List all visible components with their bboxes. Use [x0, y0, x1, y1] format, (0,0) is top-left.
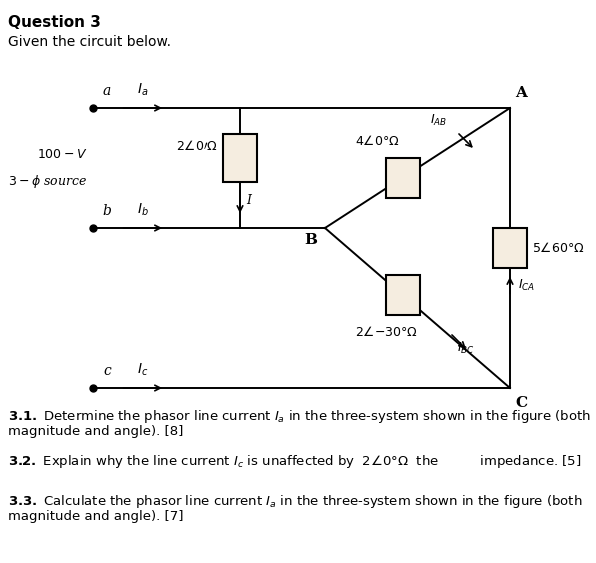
Text: $\mathbf{3.2.}$ Explain why the line current $I_c$ is unaffected by  $2\angle0°\: $\mathbf{3.2.}$ Explain why the line cur…	[8, 453, 582, 470]
Text: A: A	[515, 86, 527, 100]
Text: $I_{AB}$: $I_{AB}$	[430, 113, 447, 128]
Text: $\mathbf{3. 3.}$ Calculate the phasor line current $I_a$ in the three-system sho: $\mathbf{3. 3.}$ Calculate the phasor li…	[8, 493, 582, 510]
Text: Question 3: Question 3	[8, 15, 101, 30]
Text: $I_a$: $I_a$	[137, 82, 149, 98]
Text: I: I	[246, 194, 251, 207]
Text: $3-\phi$ source: $3-\phi$ source	[8, 173, 87, 190]
Text: magnitude and angle). [8]: magnitude and angle). [8]	[8, 425, 184, 438]
Text: C: C	[515, 396, 527, 410]
Text: $5\angle60°\Omega$: $5\angle60°\Omega$	[532, 241, 585, 255]
Text: B: B	[304, 233, 317, 247]
Text: a: a	[103, 84, 111, 98]
Text: $I_{CA}$: $I_{CA}$	[518, 278, 535, 293]
Text: c: c	[103, 364, 111, 378]
FancyBboxPatch shape	[386, 275, 420, 315]
Text: $\mathbf{3.1.}$ Determine the phasor line current $I_a$ in the three-system show: $\mathbf{3.1.}$ Determine the phasor lin…	[8, 408, 591, 425]
Text: $I_c$: $I_c$	[137, 361, 148, 378]
Text: $4\angle0°\Omega$: $4\angle0°\Omega$	[355, 133, 399, 148]
Text: magnitude and angle). [7]: magnitude and angle). [7]	[8, 510, 184, 523]
FancyBboxPatch shape	[386, 158, 420, 198]
Text: $I_{BC}$: $I_{BC}$	[457, 341, 475, 356]
FancyBboxPatch shape	[493, 228, 527, 268]
FancyBboxPatch shape	[223, 134, 257, 182]
Text: $2\angle0\prime\Omega$: $2\angle0\prime\Omega$	[176, 139, 218, 153]
Text: $2\angle{-30°}\Omega$: $2\angle{-30°}\Omega$	[355, 325, 418, 339]
Text: Given the circuit below.: Given the circuit below.	[8, 35, 171, 49]
Text: b: b	[103, 204, 111, 218]
Text: $100-V$: $100-V$	[36, 148, 87, 160]
Text: $I_b$: $I_b$	[137, 202, 149, 218]
